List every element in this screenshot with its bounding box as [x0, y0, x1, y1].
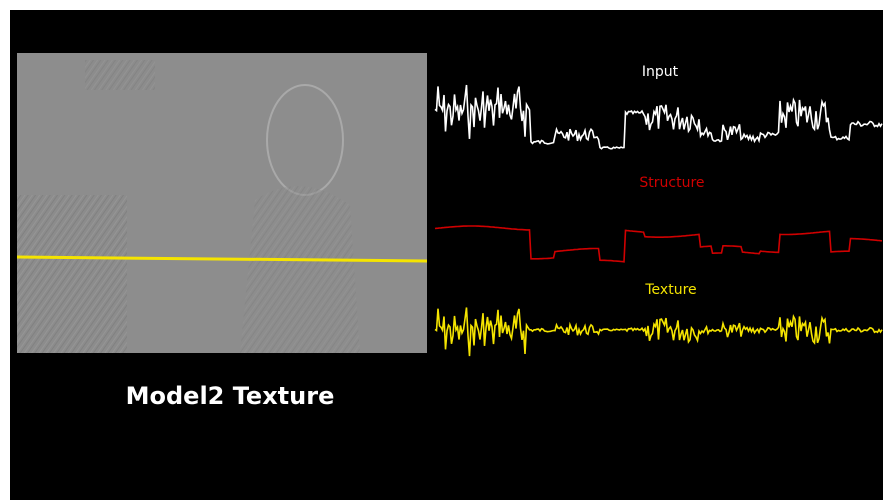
image-texture-region — [17, 195, 127, 353]
structure-label: Structure — [639, 175, 704, 191]
caption: Model2 Texture — [126, 382, 335, 410]
texture-label: Texture — [644, 282, 696, 298]
slide: Input Structure Texture Model2 Texture — [0, 0, 883, 500]
input-label: Input — [642, 64, 679, 80]
page: Input Structure Texture Model2 Texture (… — [0, 0, 883, 500]
image-texture-region — [85, 60, 155, 90]
image-figure — [240, 186, 360, 353]
texture-image — [17, 53, 427, 353]
